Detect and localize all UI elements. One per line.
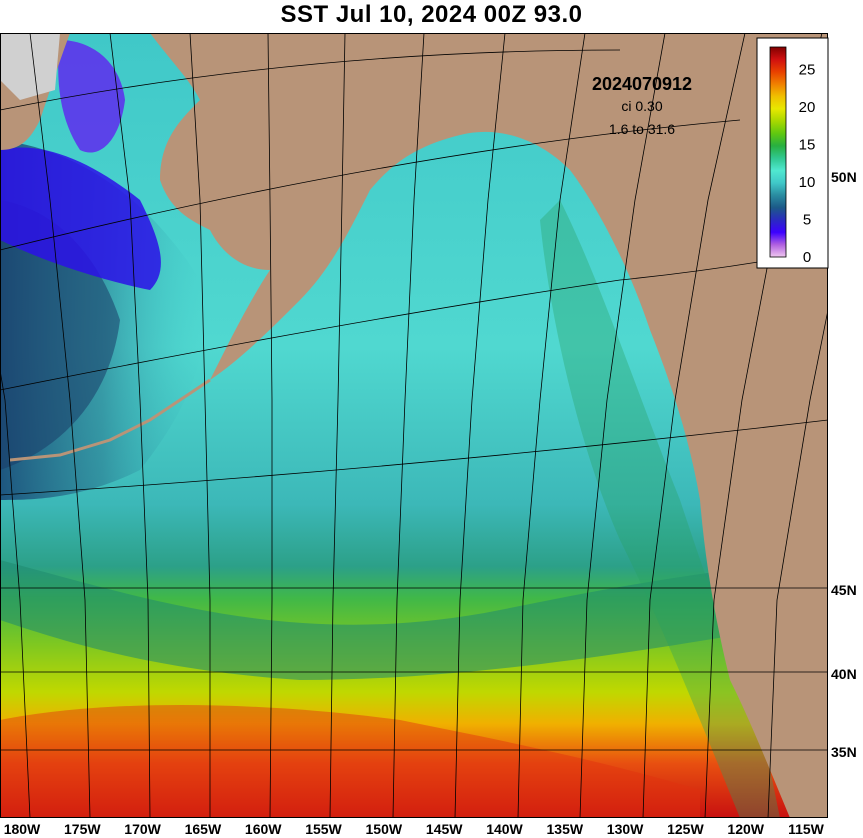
bering-strait-cold	[58, 40, 125, 153]
colorbar-tick-label: 0	[803, 249, 811, 266]
longitude-label: 120W	[727, 821, 764, 837]
longitude-label: 135W	[547, 821, 584, 837]
longitude-label: 130W	[607, 821, 644, 837]
longitude-label: 150W	[366, 821, 403, 837]
latitude-label: 45N	[831, 582, 857, 598]
longitude-label: 180W	[4, 821, 41, 837]
colorbar-tick-label: 20	[799, 99, 816, 116]
longitude-label: 125W	[667, 821, 704, 837]
longitude-label: 165W	[185, 821, 222, 837]
front-band	[0, 560, 828, 680]
latitude-lines	[0, 49, 828, 751]
latitude-label: 50N	[831, 169, 857, 185]
sea-ice	[0, 33, 60, 100]
longitude-label: 115W	[788, 821, 825, 837]
bering-cold-pool	[0, 147, 161, 290]
colorbar-box	[756, 37, 829, 269]
coastal-current	[540, 200, 780, 818]
latitude-labels: 50N 45N 40N 35N	[831, 169, 857, 760]
latitude-label: 35N	[831, 744, 857, 760]
longitude-label: 170W	[124, 821, 161, 837]
colorbar-tick-label: 5	[803, 212, 811, 229]
colorbar-tick-label: 10	[799, 174, 816, 191]
colorbar-ramp	[769, 46, 787, 258]
longitude-labels: 180W 175W 170W 165W 160W 155W 150W 145W 140W 135W…	[4, 821, 825, 837]
value-range: 1.6 to 31.6	[609, 121, 675, 137]
warm-water-region	[0, 705, 700, 818]
plot-frame	[0, 33, 828, 818]
longitude-label: 160W	[245, 821, 282, 837]
contour-interval: ci 0.30	[621, 98, 662, 114]
colorbar-tick-label: 15	[799, 137, 816, 154]
map-plot-area	[0, 33, 828, 818]
north-america-land	[150, 33, 828, 818]
longitude-label: 175W	[64, 821, 101, 837]
colorbar-tick-label: 25	[799, 62, 816, 79]
date-code: 2024070912	[592, 74, 692, 94]
aleutian-islands	[9, 378, 211, 462]
latitude-label: 40N	[831, 666, 857, 682]
longitude-label: 145W	[426, 821, 463, 837]
colorbar: 25 20 15 10 5 0	[756, 37, 829, 269]
longitude-label: 140W	[486, 821, 523, 837]
colorbar-ticks: 25 20 15 10 5 0	[799, 62, 816, 267]
longitude-label: 155W	[305, 821, 342, 837]
map-title: SST Jul 10, 2024 00Z 93.0	[280, 1, 583, 28]
